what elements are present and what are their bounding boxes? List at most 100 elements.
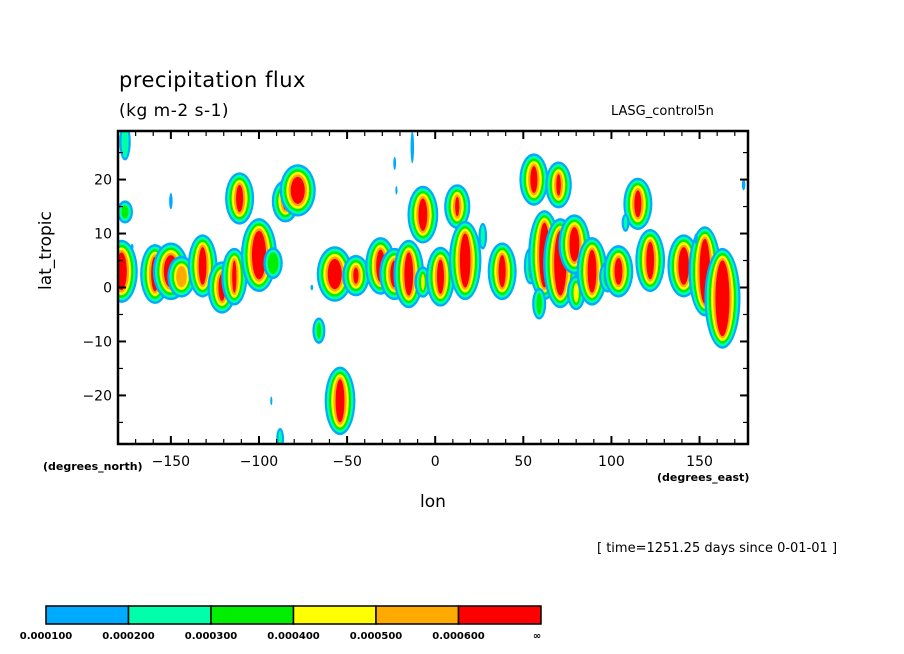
contour-level-6 (404, 252, 414, 296)
precip-cell (118, 239, 138, 303)
colorbar-swatch (457, 605, 542, 625)
contour-level-5 (176, 265, 187, 288)
precip-cell (118, 200, 133, 224)
contour-level-1 (410, 131, 415, 164)
precip-cell (532, 287, 547, 320)
colorbar-swatch (375, 605, 460, 625)
precip-cell (270, 396, 273, 406)
contour-level-1 (395, 186, 398, 195)
precip-cell (425, 246, 456, 307)
contour-level-6 (335, 379, 345, 423)
precip-cell (393, 239, 425, 309)
colorbar-label: 0.000100 (20, 631, 73, 642)
precip-cell (704, 247, 741, 349)
precip-cell (342, 254, 370, 297)
y-axis-units: (degrees_north) (43, 460, 143, 473)
x-tick-label: 150 (686, 454, 713, 470)
contour-level-6 (678, 247, 689, 285)
dataset-label: LASG_control5n (611, 104, 714, 119)
contour-level-6 (418, 198, 428, 231)
precip-cell (225, 172, 255, 225)
colorbar-label: ∞ (533, 631, 541, 642)
precip-cell (276, 427, 285, 444)
y-tick-label: −20 (82, 388, 112, 404)
x-tick-label: −100 (240, 454, 278, 470)
contour-level-6 (455, 196, 460, 217)
contour-level-1 (694, 233, 698, 245)
x-axis-units: (degrees_east) (657, 471, 750, 484)
precip-cell (279, 164, 316, 217)
precip-cell (316, 246, 353, 302)
contour-level-6 (556, 174, 561, 196)
x-tick-label: 0 (431, 454, 440, 470)
contour-level-4 (573, 283, 579, 303)
contour-fill-layer (118, 131, 746, 444)
contour-level-6 (198, 247, 207, 285)
contour-level-6 (569, 227, 580, 262)
precip-cell (324, 366, 356, 436)
contour-level-6 (530, 166, 538, 194)
precip-cell (545, 161, 572, 209)
precip-cell (487, 242, 517, 301)
contour-level-6 (327, 258, 342, 290)
contour-level-6 (634, 190, 642, 218)
precip-cell (566, 275, 586, 311)
contour-level-1 (393, 156, 397, 170)
precip-cell (623, 177, 653, 230)
contour-level-6 (587, 249, 597, 293)
contour-level-6 (459, 233, 471, 288)
time-stamp: [ time=1251.25 days since 0-01-01 ] (597, 541, 838, 556)
colorbar-swatch (292, 605, 377, 625)
precip-cell (603, 245, 634, 298)
colorbar: 0.000100 0.000200 0.000300 0.000400 0.000500… (20, 605, 542, 642)
precip-cell (130, 243, 134, 251)
y-tick-label: 0 (103, 281, 112, 297)
y-tick-label: 10 (94, 227, 112, 243)
contour-level-6 (251, 230, 267, 280)
contour-level-1 (169, 193, 173, 210)
contour-level-6 (715, 260, 730, 337)
contour-level-1 (741, 179, 746, 191)
precip-cell (519, 153, 549, 206)
precip-cell (448, 220, 482, 301)
contour-level-2 (623, 216, 628, 230)
precip-cell (263, 247, 283, 280)
contour-level-4 (421, 274, 425, 291)
contour-level-3 (316, 322, 322, 339)
contour-level-3 (121, 205, 129, 219)
colorbar-swatch (127, 605, 212, 625)
colorbar-label: 0.000300 (185, 631, 238, 642)
colorbar-label: 0.000200 (102, 631, 155, 642)
precip-cell (119, 131, 131, 161)
precip-cell (221, 247, 248, 306)
precip-cell (407, 185, 439, 244)
colorbar-swatch (45, 605, 130, 625)
precip-cell (169, 193, 173, 210)
contour-level-6 (614, 257, 623, 285)
contour-level-6 (436, 259, 445, 294)
chart-units: (kg m-2 s-1) (119, 101, 230, 121)
chart-title: precipitation flux (119, 68, 306, 92)
precip-cell (312, 317, 326, 344)
contour-level-2 (480, 225, 485, 248)
precip-cell (393, 156, 397, 170)
x-tick-label: 50 (514, 454, 532, 470)
contour-level-3 (536, 292, 542, 315)
contour-level-3 (267, 252, 279, 275)
x-tick-label: −50 (332, 454, 362, 470)
colorbar-swatch (210, 605, 295, 625)
x-tick-label: −150 (152, 454, 190, 470)
contour-level-2 (278, 430, 282, 444)
colorbar-label: 0.000600 (432, 631, 485, 642)
contour-level-6 (118, 252, 127, 291)
x-axis-label: lon (420, 492, 446, 512)
precip-cell (741, 179, 746, 191)
precip-cell (444, 184, 471, 229)
contour-level-1 (130, 243, 134, 251)
precip-cell (576, 237, 608, 306)
precip-cell (310, 284, 314, 291)
precip-cell (395, 186, 398, 195)
precip-cell (621, 213, 630, 232)
